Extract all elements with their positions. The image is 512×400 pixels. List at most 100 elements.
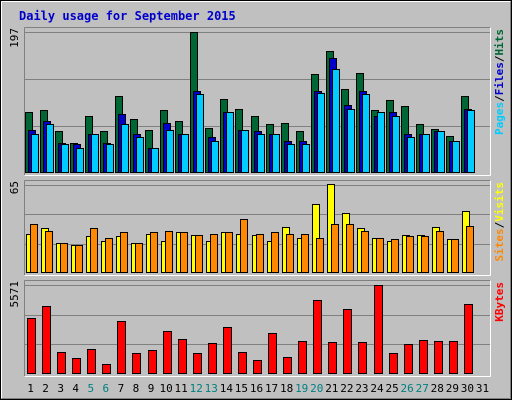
bar-sites-day-7 xyxy=(120,232,128,273)
bar-kbytes-day-24 xyxy=(374,285,383,374)
bar-sites-day-24 xyxy=(376,238,384,273)
bar-pages-day-10 xyxy=(166,130,174,173)
x-tick-label: 5 xyxy=(87,382,94,395)
bar-pages-day-11 xyxy=(181,134,189,173)
bar-sites-day-14 xyxy=(225,232,233,273)
y-axis-max-label: 65 xyxy=(8,181,21,194)
bar-kbytes-day-7 xyxy=(117,321,126,374)
bar-pages-day-18 xyxy=(287,144,295,173)
bar-pages-day-29 xyxy=(452,141,460,173)
bar-sites-day-13 xyxy=(210,234,218,273)
bar-sites-day-19 xyxy=(301,234,309,273)
bar-kbytes-day-3 xyxy=(57,352,66,374)
bar-pages-day-1 xyxy=(31,134,39,173)
x-tick-label: 3 xyxy=(57,382,64,395)
bar-pages-day-12 xyxy=(196,94,204,173)
bar-pages-day-8 xyxy=(136,137,144,173)
bar-kbytes-day-19 xyxy=(298,341,307,374)
bar-pages-day-3 xyxy=(61,144,69,173)
x-tick-label: 21 xyxy=(325,382,338,395)
bar-kbytes-day-25 xyxy=(389,353,398,374)
bar-sites-day-25 xyxy=(391,239,399,273)
bar-kbytes-day-28 xyxy=(434,341,443,374)
x-tick-label: 18 xyxy=(280,382,293,395)
bar-sites-day-8 xyxy=(135,243,143,273)
bar-pages-day-28 xyxy=(437,131,445,173)
legend-separator: / xyxy=(493,95,506,102)
x-tick-label: 28 xyxy=(431,382,444,395)
bar-kbytes-day-2 xyxy=(42,306,51,374)
legend-separator: / xyxy=(493,221,506,228)
bar-sites-day-9 xyxy=(150,232,158,273)
y-axis-max-label: 197 xyxy=(8,28,21,48)
bar-kbytes-day-29 xyxy=(449,341,458,374)
bar-sites-day-18 xyxy=(286,234,294,273)
bar-pages-day-6 xyxy=(106,144,114,173)
legend-entry: Hits xyxy=(493,29,506,56)
bar-sites-day-30 xyxy=(466,226,474,273)
bar-sites-day-28 xyxy=(436,231,444,273)
bar-pages-day-30 xyxy=(467,110,475,173)
bar-sites-day-21 xyxy=(331,224,339,273)
panel-visits: 65 Sites/Visits xyxy=(8,180,506,276)
x-tick-label: 20 xyxy=(310,382,323,395)
x-tick-label: 4 xyxy=(72,382,79,395)
bar-sites-day-23 xyxy=(361,231,369,273)
bar-kbytes-day-12 xyxy=(193,353,202,374)
legend-entry: Files xyxy=(493,62,506,95)
series-legend-label: Sites/Visits xyxy=(493,182,506,262)
x-tick-label: 8 xyxy=(133,382,140,395)
x-tick-label: 14 xyxy=(220,382,234,395)
bar-sites-day-17 xyxy=(271,232,279,273)
bar-sites-day-16 xyxy=(256,234,264,273)
x-tick-label: 6 xyxy=(103,382,110,395)
bar-pages-day-27 xyxy=(422,134,430,173)
bar-sites-day-3 xyxy=(60,243,68,273)
bar-kbytes-day-20 xyxy=(313,300,322,374)
series-legend-label: KBytes xyxy=(493,282,506,322)
bar-pages-day-9 xyxy=(151,148,159,173)
bar-kbytes-day-4 xyxy=(72,358,81,374)
bar-kbytes-day-11 xyxy=(178,339,187,374)
legend-entry: Sites xyxy=(493,228,506,261)
y-axis-max-label: 5571 xyxy=(8,281,21,308)
bar-kbytes-day-15 xyxy=(238,352,247,374)
bar-kbytes-day-30 xyxy=(464,304,473,374)
bar-kbytes-day-9 xyxy=(148,350,157,374)
bar-pages-day-14 xyxy=(226,112,234,173)
bar-pages-day-24 xyxy=(377,112,385,173)
bar-kbytes-day-14 xyxy=(223,327,232,374)
bar-sites-day-27 xyxy=(421,236,429,273)
bar-sites-day-29 xyxy=(451,239,459,273)
bar-sites-day-12 xyxy=(195,235,203,273)
bar-sites-day-5 xyxy=(90,228,98,273)
x-tick-label: 29 xyxy=(446,382,459,395)
x-tick-label: 15 xyxy=(235,382,248,395)
bar-kbytes-day-6 xyxy=(102,364,111,374)
x-tick-label: 2 xyxy=(42,382,49,395)
x-tick-label: 12 xyxy=(190,382,203,395)
bar-pages-day-5 xyxy=(91,134,99,173)
bar-kbytes-day-21 xyxy=(328,342,337,374)
bar-pages-day-4 xyxy=(76,148,84,173)
bar-pages-day-16 xyxy=(257,134,265,173)
bar-kbytes-day-27 xyxy=(419,340,428,374)
bar-sites-day-1 xyxy=(30,224,38,273)
bar-sites-day-15 xyxy=(240,219,248,273)
bar-pages-day-20 xyxy=(317,93,325,173)
bar-kbytes-day-22 xyxy=(343,309,352,374)
x-tick-label: 16 xyxy=(250,382,263,395)
bar-sites-day-11 xyxy=(180,232,188,273)
x-tick-label: 11 xyxy=(175,382,188,395)
x-tick-label: 7 xyxy=(118,382,125,395)
x-tick-label: 19 xyxy=(295,382,308,395)
x-tick-label: 22 xyxy=(340,382,353,395)
chart-title: Daily usage for September 2015 xyxy=(19,9,236,23)
series-legend-label: Pages/Files/Hits xyxy=(493,29,506,135)
bar-pages-day-15 xyxy=(241,130,249,173)
x-tick-label: 31 xyxy=(476,382,489,395)
bar-pages-day-2 xyxy=(46,124,54,173)
bar-sites-day-20 xyxy=(316,238,324,273)
x-tick-label: 23 xyxy=(355,382,368,395)
